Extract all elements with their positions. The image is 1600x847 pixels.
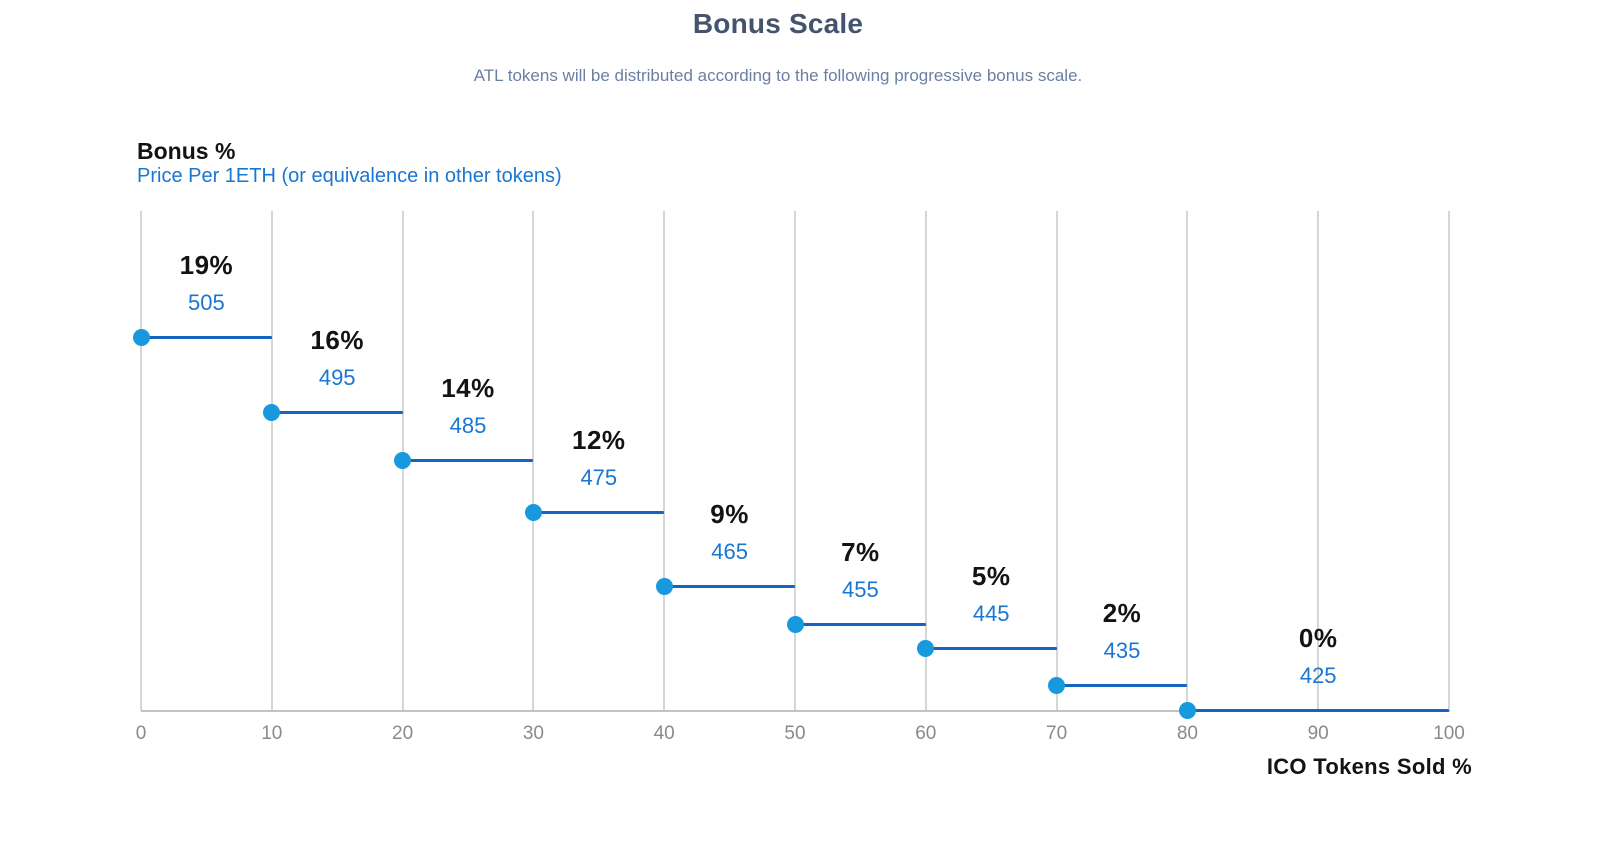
step-point-0% xyxy=(1178,702,1196,719)
step-point-5% xyxy=(917,640,935,657)
step-line-19% xyxy=(141,336,272,339)
x-axis-line xyxy=(141,710,1450,712)
gridline-x-80 xyxy=(1186,211,1189,711)
step-price-value: 465 xyxy=(711,539,748,564)
step-point-19% xyxy=(132,329,150,346)
y-axis-label-bonus: Bonus % xyxy=(137,138,236,164)
x-tick-label-70: 70 xyxy=(1046,723,1068,744)
gridline-x-0 xyxy=(140,211,142,711)
x-tick-label-100: 100 xyxy=(1433,723,1465,744)
step-label-16%: 16% 495 xyxy=(257,325,417,391)
step-price-value: 455 xyxy=(842,577,879,602)
x-axis-label: ICO Tokens Sold % xyxy=(1266,754,1472,779)
gridline-x-50 xyxy=(794,211,796,711)
step-label-19%: 19% 505 xyxy=(126,250,286,316)
x-tick-label-0: 0 xyxy=(135,723,147,744)
step-bonus-value: 2% xyxy=(1102,598,1142,628)
gridline-x-10 xyxy=(270,211,273,711)
step-price-value: 445 xyxy=(972,601,1010,626)
step-line-7% xyxy=(795,623,926,626)
step-line-0% xyxy=(1187,709,1449,712)
step-bonus-value: 9% xyxy=(710,499,749,529)
x-tick-label-30: 30 xyxy=(522,723,544,744)
chart-title: Bonus Scale xyxy=(692,8,864,39)
step-point-7% xyxy=(786,616,804,633)
step-price-value: 425 xyxy=(1299,663,1337,688)
plot-area: 19% 505 16% 495 14% 485 12% 475 9% 465 7% 455 5% 445 2… xyxy=(132,211,1465,744)
step-bonus-value: 7% xyxy=(841,537,880,567)
step-line-2% xyxy=(1056,684,1188,687)
step-label-2%: 2% 435 xyxy=(1042,598,1202,664)
step-line-5% xyxy=(925,647,1057,650)
step-line-16% xyxy=(271,411,403,414)
step-price-value: 505 xyxy=(188,290,225,315)
step-label-14%: 14% 485 xyxy=(388,373,548,439)
gridline-x-70 xyxy=(1055,211,1058,711)
step-point-9% xyxy=(655,578,673,595)
step-point-12% xyxy=(524,504,542,521)
step-line-12% xyxy=(533,511,665,514)
step-price-value: 485 xyxy=(449,413,487,438)
x-tick-label-10: 10 xyxy=(261,723,283,744)
step-label-9%: 9% 465 xyxy=(650,499,810,565)
x-tick-label-90: 90 xyxy=(1307,723,1329,744)
y-axis-label-price: Price Per 1ETH (or equivalence in other … xyxy=(137,165,562,187)
step-bonus-value: 14% xyxy=(441,373,495,403)
step-bonus-value: 16% xyxy=(310,325,364,355)
x-tick-label-60: 60 xyxy=(915,723,937,744)
step-label-5%: 5% 445 xyxy=(911,561,1071,627)
x-tick-label-50: 50 xyxy=(784,723,806,744)
gridline-x-100 xyxy=(1448,211,1450,711)
x-tick-label-40: 40 xyxy=(653,723,675,744)
step-point-16% xyxy=(263,404,281,421)
step-price-value: 495 xyxy=(318,365,356,390)
gridline-x-60 xyxy=(924,211,927,711)
step-bonus-value: 5% xyxy=(971,561,1011,591)
step-label-12%: 12% 475 xyxy=(519,425,679,491)
x-tick-label-80: 80 xyxy=(1176,723,1198,744)
step-label-0%: 0% 425 xyxy=(1238,623,1398,689)
step-price-value: 435 xyxy=(1103,638,1141,663)
chart-subtitle: ATL tokens will be distributed according… xyxy=(473,66,1083,85)
step-label-7%: 7% 455 xyxy=(780,537,940,603)
step-price-value: 475 xyxy=(580,465,618,490)
step-line-9% xyxy=(664,585,795,588)
gridline-x-40 xyxy=(663,211,666,711)
gridline-x-30 xyxy=(532,211,535,711)
step-bonus-value: 0% xyxy=(1298,623,1338,653)
gridline-x-90 xyxy=(1317,211,1320,711)
step-bonus-value: 12% xyxy=(572,425,626,455)
x-tick-label-20: 20 xyxy=(392,723,414,744)
step-bonus-value: 19% xyxy=(179,250,234,280)
step-point-14% xyxy=(394,452,412,469)
step-line-14% xyxy=(402,459,534,462)
step-point-2% xyxy=(1048,677,1066,694)
